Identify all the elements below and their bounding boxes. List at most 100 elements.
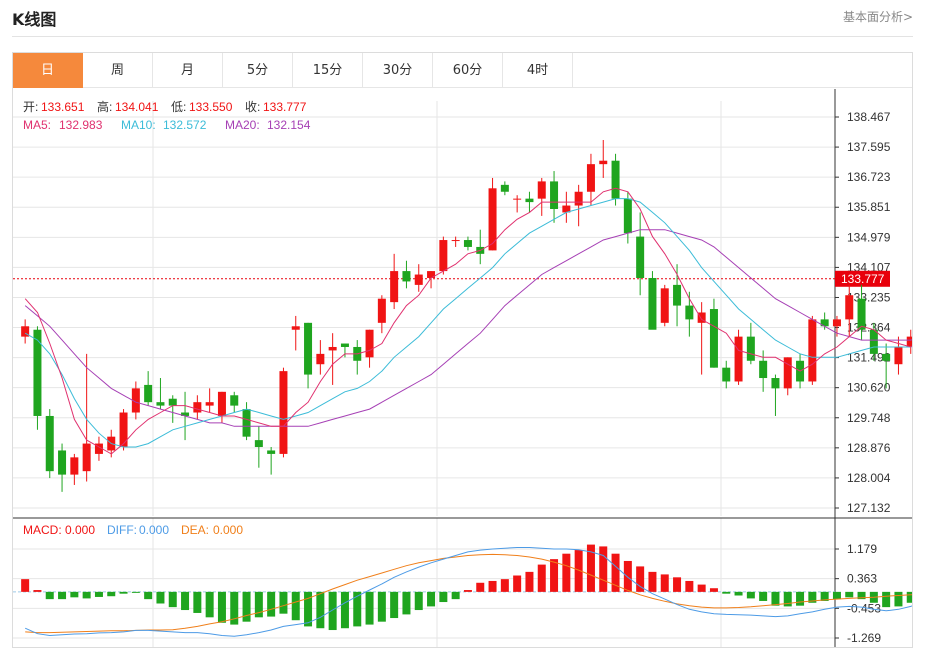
- candle-body-9: [131, 388, 140, 413]
- macd-bar-12: [168, 591, 177, 608]
- tab-7[interactable]: 4时: [503, 53, 573, 88]
- macd-bar-38: [488, 580, 497, 592]
- diff-value: 0.000: [139, 523, 169, 537]
- ma10-line: [24, 198, 912, 448]
- tab-6[interactable]: 60分: [433, 53, 503, 88]
- chart-panel: 日周月 5分 15分 30分 60分 4时 138.467 137.595 136.723 13…: [12, 52, 913, 648]
- y-tick-label-11: 128.876: [847, 441, 891, 455]
- y-tick-label-6: 133.235: [847, 290, 891, 304]
- candle-body-70: [882, 353, 891, 361]
- macd-bar-55: [697, 584, 706, 592]
- y-tick-label-12: 128.004: [847, 471, 891, 485]
- macd-bar-15: [205, 591, 214, 618]
- macd-tick-label-2: -0.453: [847, 601, 881, 615]
- candle-body-2: [45, 415, 54, 472]
- macd-bar-45: [574, 550, 583, 592]
- candle-body-19: [254, 440, 263, 448]
- macd-bar-8: [119, 591, 128, 594]
- macd-bar-35: [451, 591, 460, 600]
- candle-body-29: [377, 298, 386, 323]
- tab-0[interactable]: 日: [13, 53, 83, 88]
- candle-body-10: [144, 384, 153, 403]
- candle-body-61: [771, 378, 780, 389]
- y-tick-label-0: 138.467: [847, 110, 891, 124]
- macd-bar-0: [21, 579, 30, 592]
- candle-body-69: [869, 329, 878, 354]
- macd-value: 0.000: [65, 523, 95, 537]
- macd-bar-31: [402, 591, 411, 615]
- macd-bar-57: [722, 591, 731, 594]
- candle-body-30: [390, 271, 399, 303]
- macd-bar-46: [586, 544, 595, 592]
- macd-bar-42: [537, 564, 546, 592]
- last-price-badge: [835, 270, 890, 287]
- ma5-label: MA5:: [23, 118, 51, 132]
- candle-body-71: [894, 346, 903, 365]
- macd-bar-28: [365, 591, 374, 625]
- candle-body-17: [230, 395, 239, 406]
- macd-bar-68: [857, 591, 866, 600]
- high-label: 高:: [97, 99, 112, 114]
- macd-bar-64: [808, 591, 817, 603]
- candle-body-53: [673, 284, 682, 306]
- kline-chart[interactable]: 138.467137.595136.723135.851134.979134.1…: [13, 53, 912, 647]
- macd-bar-5: [82, 591, 91, 599]
- tab-5[interactable]: 30分: [363, 53, 433, 88]
- low-label: 低:: [171, 100, 186, 114]
- candle-body-40: [513, 198, 522, 200]
- close-label: 收:: [245, 100, 260, 114]
- tab-2[interactable]: 月: [153, 53, 223, 88]
- macd-bar-61: [771, 591, 780, 606]
- macd-bar-16: [217, 591, 226, 623]
- candle-body-35: [451, 240, 460, 242]
- candle-body-44: [562, 205, 571, 213]
- y-tick-label-1: 137.595: [847, 140, 891, 154]
- candle-body-25: [328, 346, 337, 351]
- tab-1[interactable]: 周: [83, 53, 153, 88]
- dea-value: 0.000: [213, 523, 243, 537]
- candle-body-50: [636, 236, 645, 278]
- macd-bar-30: [390, 591, 399, 619]
- last-price-label: 133.777: [841, 272, 885, 286]
- candle-body-0: [21, 326, 30, 337]
- macd-bar-58: [734, 591, 743, 596]
- candle-body-59: [746, 336, 755, 361]
- y-tick-label-13: 127.132: [847, 501, 891, 515]
- candle-body-39: [500, 184, 509, 192]
- macd-bar-65: [820, 591, 829, 601]
- low-value: 133.550: [189, 100, 233, 114]
- candle-body-66: [832, 319, 841, 327]
- macd-bar-40: [513, 575, 522, 592]
- open-label: 开:: [23, 100, 38, 114]
- macd-label: MACD:: [23, 523, 62, 537]
- macd-bar-32: [414, 591, 423, 611]
- y-tick-label-10: 129.748: [847, 411, 891, 425]
- ma5-value: 132.983: [59, 118, 103, 132]
- tab-3[interactable]: 5分: [223, 53, 293, 88]
- macd-bar-29: [377, 591, 386, 622]
- macd-bar-21: [279, 591, 288, 614]
- macd-bar-72: [906, 591, 912, 603]
- candle-body-51: [648, 277, 657, 330]
- macd-tick-label-1: 0.363: [847, 572, 877, 586]
- candle-body-8: [119, 412, 128, 448]
- candle-body-6: [94, 443, 103, 454]
- macd-bar-4: [70, 591, 79, 598]
- candle-body-49: [623, 198, 632, 234]
- candle-body-67: [845, 295, 854, 320]
- macd-bar-6: [94, 591, 103, 597]
- macd-bar-36: [463, 590, 472, 592]
- candle-body-20: [267, 450, 276, 454]
- header: K线图 基本面分析>: [0, 0, 925, 36]
- candle-body-12: [168, 398, 177, 406]
- fundamental-analysis-link[interactable]: 基本面分析>: [842, 10, 913, 24]
- candle-body-72: [906, 336, 912, 347]
- candle-body-21: [279, 371, 288, 454]
- macd-bar-9: [131, 591, 140, 593]
- macd-bar-60: [759, 591, 768, 601]
- y-tick-label-9: 130.620: [847, 381, 891, 395]
- macd-bar-27: [353, 591, 362, 627]
- tab-4[interactable]: 15分: [293, 53, 363, 88]
- macd-bar-26: [340, 591, 349, 629]
- candle-body-48: [611, 160, 620, 199]
